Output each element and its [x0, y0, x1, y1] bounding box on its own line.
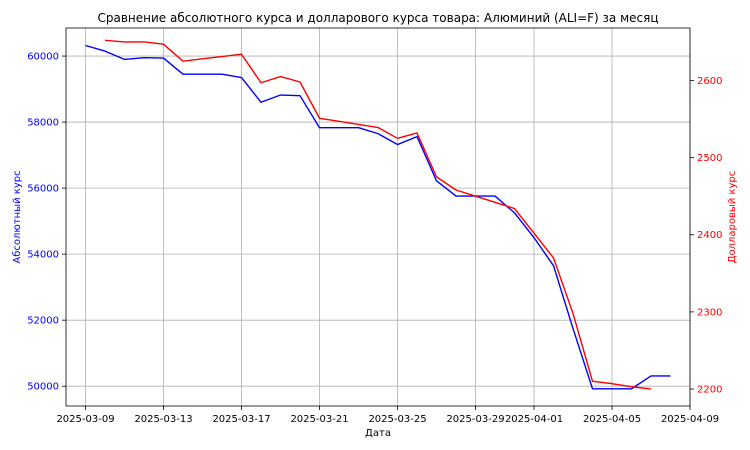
x-axis: 2025-03-09 2025-03-13 2025-03-17 2025-03-21… [56, 406, 719, 425]
grid-lines [66, 28, 691, 406]
x-tick-label: 2025-03-17 [212, 414, 270, 425]
x-tick-label: 2025-03-21 [290, 414, 348, 425]
x-tick-label: 2025-04-05 [583, 414, 641, 425]
left-y-axis: 50000 52000 54000 56000 58000 60000 [27, 52, 66, 393]
left-y-axis-title: Абсолютный курс [12, 170, 23, 263]
series-group [85, 39, 671, 390]
x-tick-label: 2025-03-13 [134, 414, 192, 425]
right-y-tick-label: 2500 [697, 153, 722, 164]
right-y-tick-label: 2400 [697, 230, 722, 241]
left-y-tick-label: 60000 [27, 52, 59, 63]
x-tick-label: 2025-03-29 [446, 414, 504, 425]
right-y-axis: 2200 2300 2400 2500 2600 [690, 76, 722, 396]
x-tick-label: 2025-03-25 [368, 414, 426, 425]
right-y-axis-title: Долларовый курс [727, 171, 738, 264]
plot-frame [65, 27, 691, 407]
absolute-rate-line [85, 44, 671, 390]
right-y-tick-label: 2200 [697, 385, 722, 396]
dollar-rate-line [104, 39, 652, 390]
x-tick-label: 2025-04-09 [661, 414, 719, 425]
left-y-tick-label: 54000 [27, 250, 59, 261]
right-y-tick-label: 2600 [697, 76, 722, 87]
left-y-tick-label: 58000 [27, 118, 59, 129]
chart-title: Сравнение абсолютного курса и долларовог… [97, 11, 658, 25]
left-y-tick-label: 52000 [27, 316, 59, 327]
left-y-tick-label: 50000 [27, 382, 59, 393]
x-axis-title: Дата [365, 428, 391, 439]
right-y-tick-label: 2300 [697, 307, 722, 318]
x-tick-label: 2025-03-09 [56, 414, 114, 425]
x-tick-label: 2025-04-01 [505, 414, 563, 425]
left-y-tick-label: 56000 [27, 184, 59, 195]
